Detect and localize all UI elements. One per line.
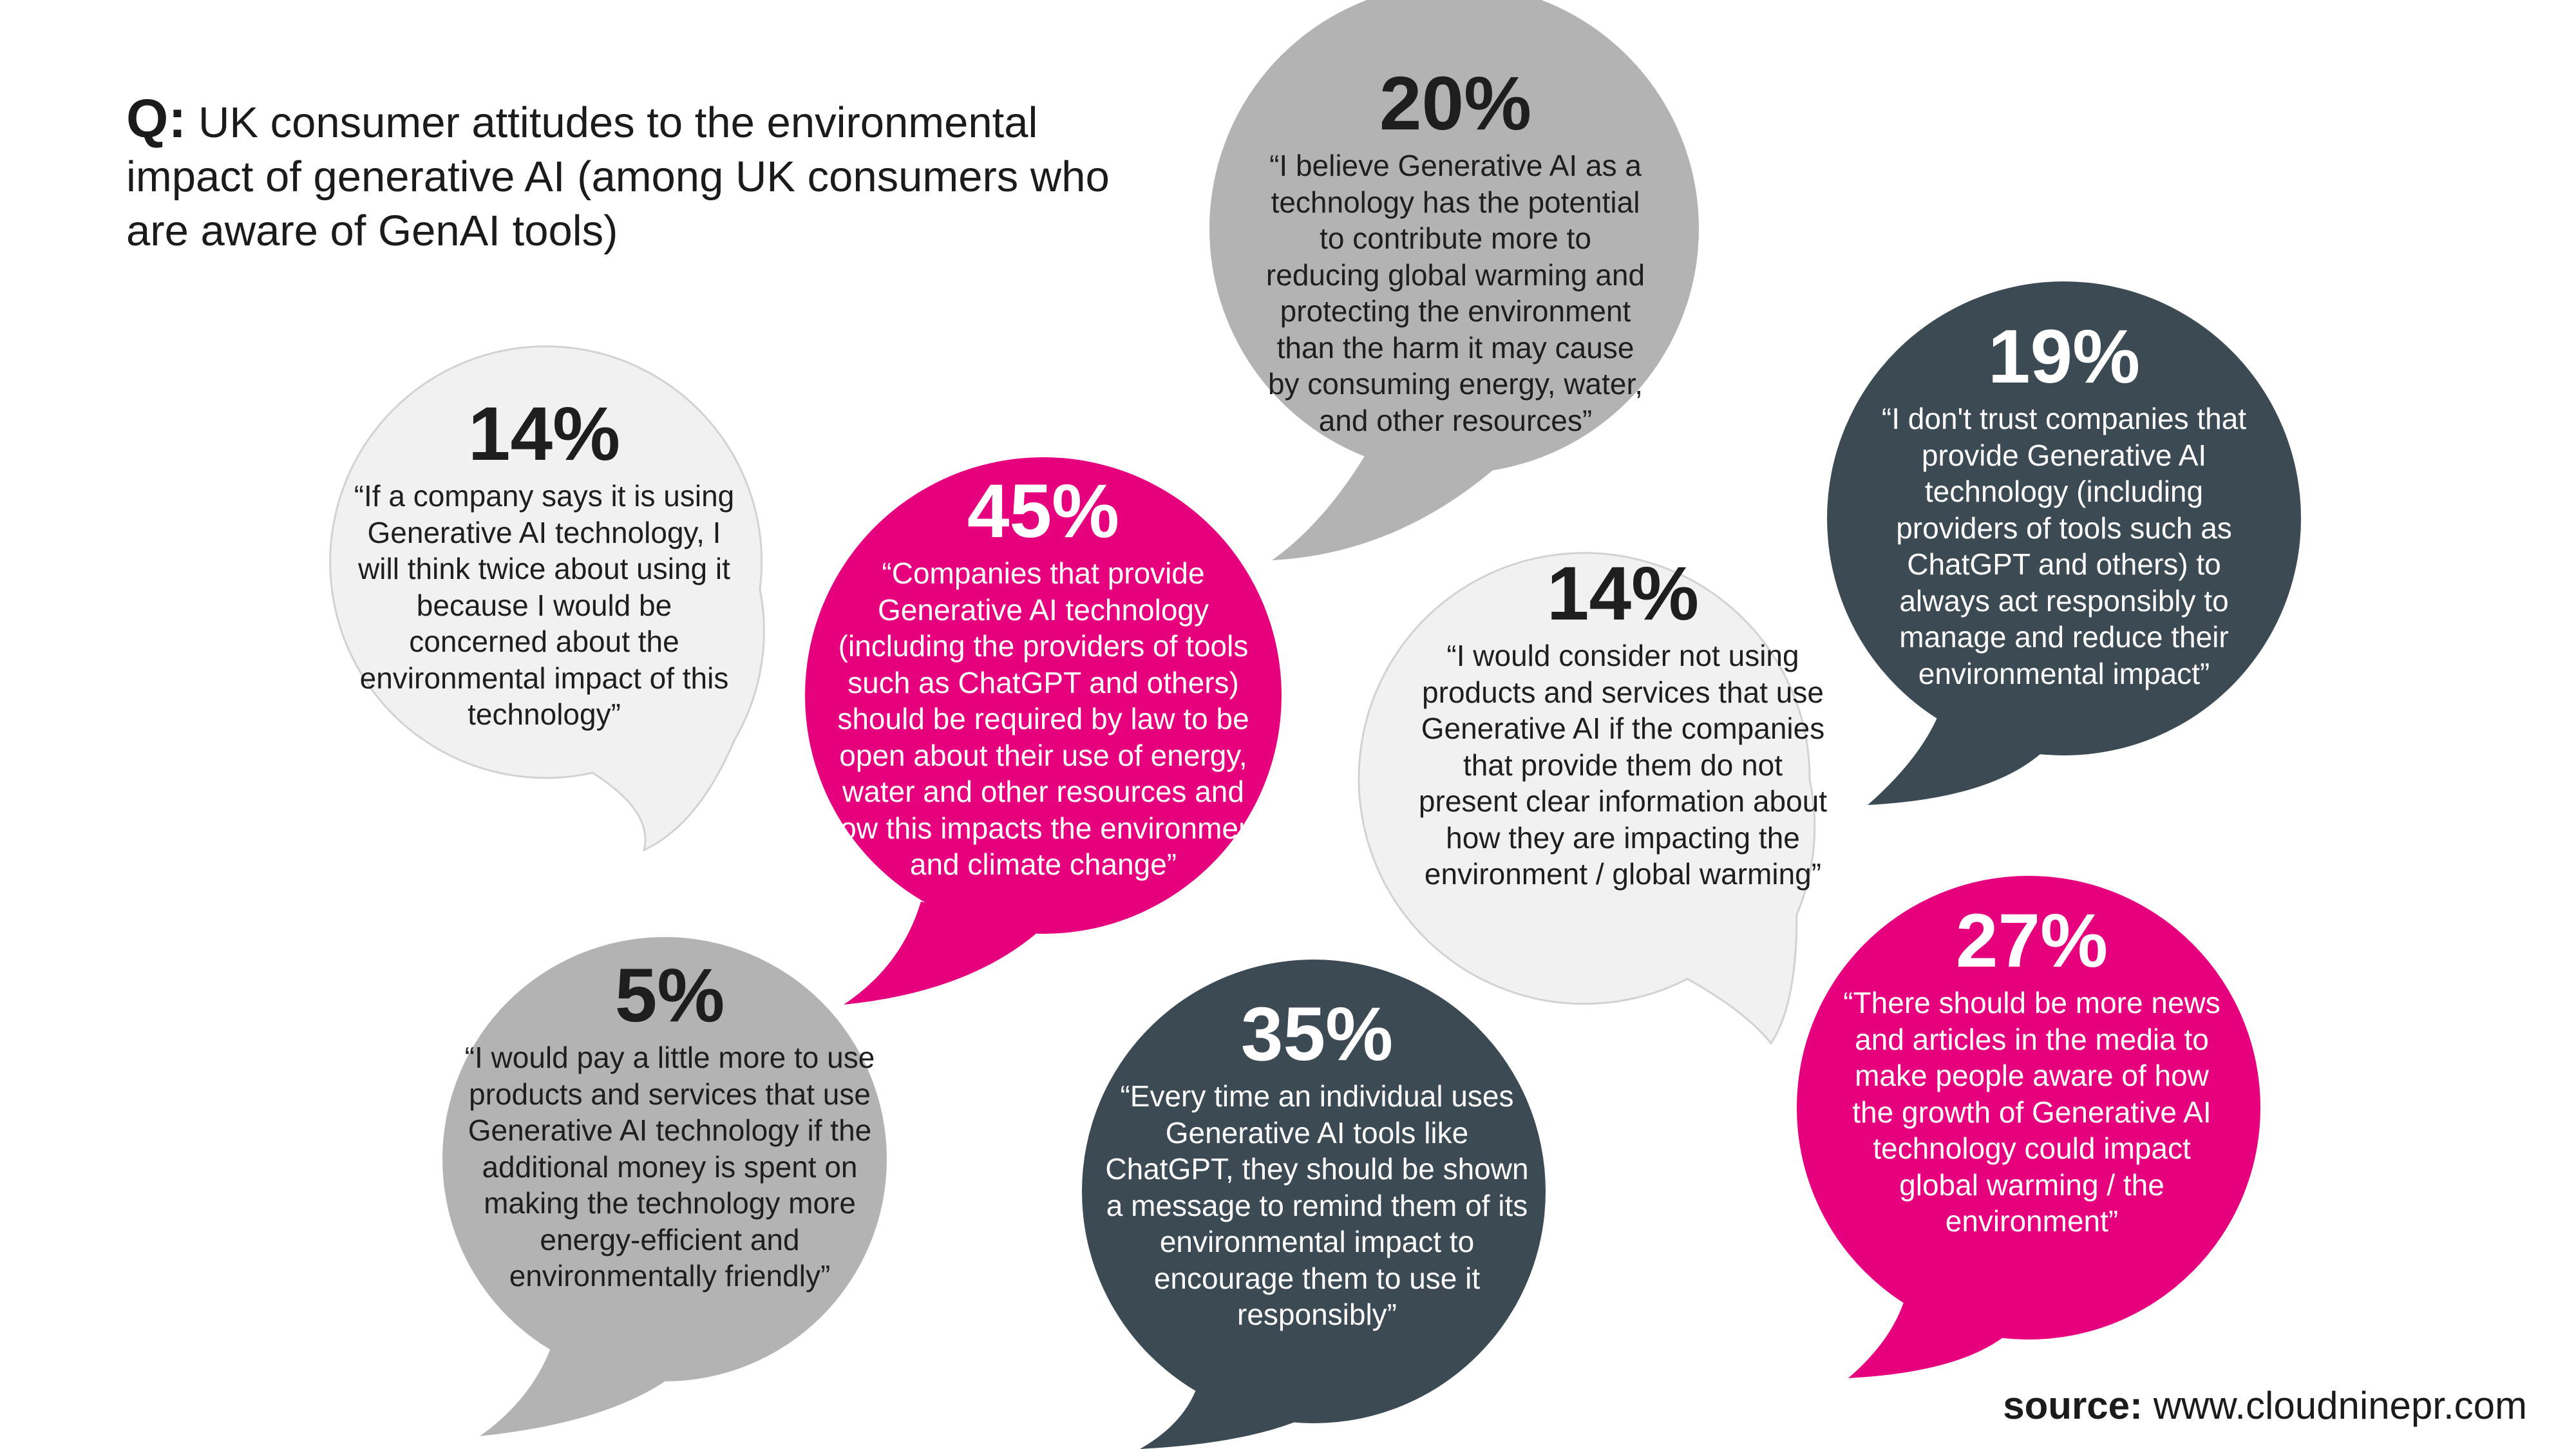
- speech-bubble-shape-20: [1209, 0, 1699, 560]
- speech-bubble-shape-19: [1827, 281, 2301, 805]
- bubble-quote: “If a company says it is using Generativ…: [354, 479, 735, 731]
- speech-bubble-shape-35: [1082, 960, 1546, 1449]
- bubble-quote: “Every time an individual uses Generativ…: [1105, 1079, 1529, 1331]
- source-credit: source: www.cloudninepr.com: [2003, 1383, 2527, 1428]
- bubble-19: 19% “I don't trust companies that provid…: [1868, 314, 2260, 692]
- source-label: source:: [2003, 1384, 2143, 1427]
- bubble-20: 20% “I believe Generative AI as a techno…: [1259, 61, 1652, 439]
- bubble-percent: 20%: [1379, 61, 1532, 146]
- bubble-quote: “There should be more news and articles …: [1843, 986, 2221, 1238]
- bubble-14a: 14% “If a company says it is using Gener…: [348, 392, 741, 733]
- bubble-percent: 35%: [1240, 992, 1394, 1077]
- bubble-percent: 19%: [1987, 314, 2141, 399]
- bubble-5: 5% “I would pay a little more to use pro…: [457, 953, 882, 1294]
- bubble-quote: “I would pay a little more to use produc…: [464, 1041, 875, 1293]
- speech-bubble-shape-14a: [329, 345, 765, 852]
- bubble-quote: “I would consider not using products and…: [1418, 639, 1828, 891]
- bubble-quote: “I don't trust companies that provide Ge…: [1881, 402, 2247, 690]
- bubble-percent: 5%: [614, 953, 725, 1038]
- bubble-percent: 27%: [1955, 898, 2108, 983]
- bubble-27: 27% “There should be more news and artic…: [1842, 898, 2222, 1240]
- bubble-14b: 14% “I would consider not using products…: [1417, 551, 1829, 893]
- speech-bubble-shape-5: [442, 937, 887, 1436]
- bubble-quote: “Companies that provide Generative AI te…: [823, 556, 1264, 881]
- bubble-percent: 14%: [1546, 551, 1700, 636]
- question-heading: Q: UK consumer attitudes to the environm…: [126, 91, 1131, 258]
- bubble-percent: 45%: [967, 469, 1120, 554]
- question-text: UK consumer attitudes to the environment…: [126, 99, 1110, 255]
- bubble-35: 35% “Every time an individual uses Gener…: [1098, 992, 1536, 1333]
- source-url: www.cloudninepr.com: [2153, 1384, 2527, 1427]
- speech-bubble-shape-27: [1797, 876, 2260, 1378]
- speech-bubble-shape-14b: [1358, 552, 1816, 1045]
- bubble-percent: 14%: [468, 392, 621, 477]
- bubble-45: 45% “Companies that provide Generative A…: [821, 469, 1265, 883]
- bubble-quote: “I believe Generative AI as a technology…: [1265, 149, 1645, 437]
- speech-bubble-shape-45: [805, 457, 1282, 1005]
- question-prefix: Q:: [126, 88, 187, 149]
